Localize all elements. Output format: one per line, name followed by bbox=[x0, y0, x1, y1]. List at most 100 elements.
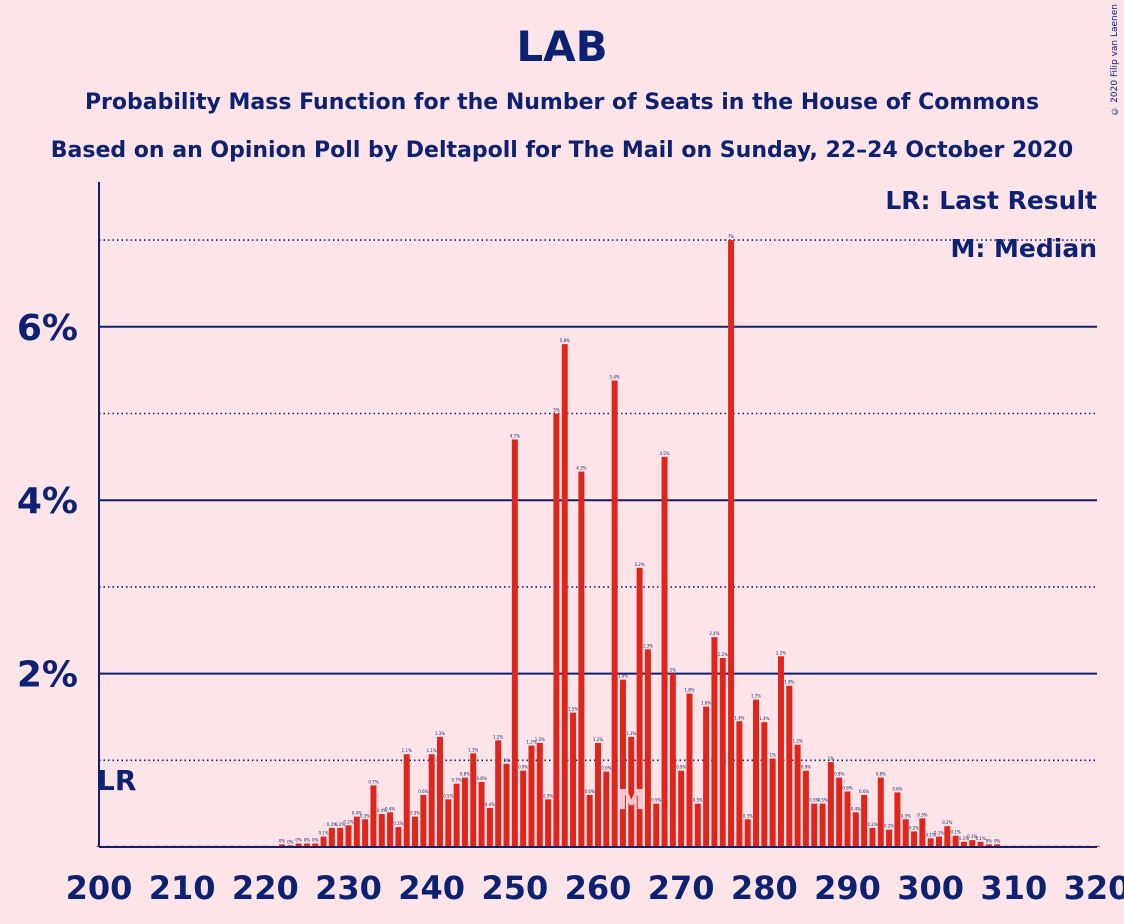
bar bbox=[711, 637, 718, 847]
bar-data-label: 1.3% bbox=[626, 731, 636, 736]
bar bbox=[328, 827, 335, 847]
bar-data-label: 1.5% bbox=[568, 707, 578, 712]
bar bbox=[628, 736, 635, 847]
bar bbox=[478, 781, 485, 847]
bar bbox=[678, 770, 685, 847]
x-tick-label: 300 bbox=[897, 869, 964, 907]
bar bbox=[994, 844, 1001, 847]
bar bbox=[869, 827, 876, 847]
bar-data-label: 0.1% bbox=[951, 830, 961, 835]
bar-data-label: 1.1% bbox=[468, 747, 478, 752]
bar-data-label: 0.6% bbox=[892, 786, 902, 791]
bar bbox=[728, 240, 735, 848]
bar-data-label: 1.2% bbox=[593, 737, 603, 742]
bar-data-label: 0.5% bbox=[543, 793, 553, 798]
bar bbox=[370, 785, 377, 847]
bar bbox=[320, 836, 327, 847]
bar bbox=[378, 814, 385, 847]
bar bbox=[786, 685, 793, 847]
bar bbox=[353, 816, 360, 847]
x-tick-label: 240 bbox=[398, 869, 465, 907]
bar bbox=[836, 777, 843, 847]
bar-data-label: 3.2% bbox=[634, 562, 644, 567]
bar bbox=[827, 762, 834, 847]
x-tick-label: 280 bbox=[731, 869, 798, 907]
bar-data-label: 5.8% bbox=[560, 338, 570, 343]
bar bbox=[802, 770, 809, 847]
bar-data-label: 1.9% bbox=[784, 680, 794, 685]
bar-data-label: 0.1% bbox=[967, 834, 977, 839]
bar-data-label: 7% bbox=[728, 234, 735, 239]
bar-data-label: 0.2% bbox=[884, 824, 894, 829]
bar-data-label: 0% bbox=[986, 838, 993, 843]
bar bbox=[653, 803, 660, 847]
bar bbox=[470, 753, 477, 847]
bar-data-label: 0.2% bbox=[909, 825, 919, 830]
bar-data-label: 0% bbox=[287, 839, 294, 844]
bar bbox=[495, 740, 502, 847]
bar bbox=[935, 836, 942, 847]
bar-data-label: 0.6% bbox=[585, 789, 595, 794]
bar-data-label: 0.2% bbox=[343, 819, 353, 824]
bar bbox=[337, 827, 344, 847]
bar bbox=[561, 344, 568, 847]
bar-data-label: 0.3% bbox=[743, 813, 753, 818]
bar-data-label: 1.3% bbox=[435, 731, 445, 736]
bar-data-label: 1.2% bbox=[535, 737, 545, 742]
bar bbox=[969, 840, 976, 847]
bar bbox=[436, 736, 443, 847]
bar bbox=[420, 794, 427, 847]
bar-data-label: 0.5% bbox=[651, 798, 661, 803]
bar bbox=[445, 799, 452, 847]
x-tick-label: 220 bbox=[232, 869, 299, 907]
bar-data-label: 5% bbox=[553, 408, 560, 413]
x-tick-label: 290 bbox=[814, 869, 881, 907]
y-tick-label: 4% bbox=[17, 481, 78, 522]
bar-data-label: 2.2% bbox=[776, 650, 786, 655]
x-tick-label: 310 bbox=[980, 869, 1047, 907]
bar bbox=[877, 777, 884, 847]
bar bbox=[403, 754, 410, 847]
bar bbox=[511, 439, 518, 847]
x-tick-label: 200 bbox=[66, 869, 133, 907]
bar bbox=[769, 758, 776, 847]
chart-title: LAB bbox=[516, 22, 608, 71]
bar-data-label: 1% bbox=[828, 756, 835, 761]
bar-data-label: 0% bbox=[994, 838, 1001, 843]
bar bbox=[345, 825, 352, 847]
bar bbox=[278, 844, 285, 847]
x-tick-label: 230 bbox=[315, 869, 382, 907]
x-tick-label: 210 bbox=[149, 869, 216, 907]
x-tick-label: 250 bbox=[481, 869, 548, 907]
bar-data-label: 0.4% bbox=[352, 811, 362, 816]
bar-data-label: 0.2% bbox=[335, 822, 345, 827]
bar bbox=[844, 791, 851, 847]
bar-data-label: 4.7% bbox=[510, 434, 520, 439]
bar bbox=[927, 838, 934, 847]
bar-data-label: 5.4% bbox=[610, 375, 620, 380]
bar bbox=[520, 770, 527, 847]
bar bbox=[852, 812, 859, 847]
bar bbox=[861, 794, 868, 847]
bar-data-label: 0.1% bbox=[926, 832, 936, 837]
bar bbox=[886, 829, 893, 847]
bar bbox=[387, 812, 394, 847]
bar bbox=[902, 819, 909, 847]
bar bbox=[944, 826, 951, 847]
bar-data-label: 0.1% bbox=[959, 836, 969, 841]
bar-data-label: 0.2% bbox=[942, 820, 952, 825]
bar-data-label: 0.4% bbox=[377, 808, 387, 813]
bar bbox=[503, 763, 510, 847]
bar bbox=[636, 567, 643, 847]
bar-data-label: 0.5% bbox=[817, 798, 827, 803]
bar-data-label: 0.9% bbox=[518, 765, 528, 770]
bar bbox=[362, 819, 369, 847]
bar bbox=[295, 843, 302, 847]
bar-data-label: 0.7% bbox=[452, 778, 462, 783]
bar-data-label: 0.3% bbox=[917, 812, 927, 817]
bar bbox=[619, 679, 626, 847]
bar-data-label: 0.6% bbox=[842, 786, 852, 791]
bar-data-label: 0.8% bbox=[834, 772, 844, 777]
bar bbox=[578, 471, 585, 847]
bar bbox=[461, 777, 468, 847]
